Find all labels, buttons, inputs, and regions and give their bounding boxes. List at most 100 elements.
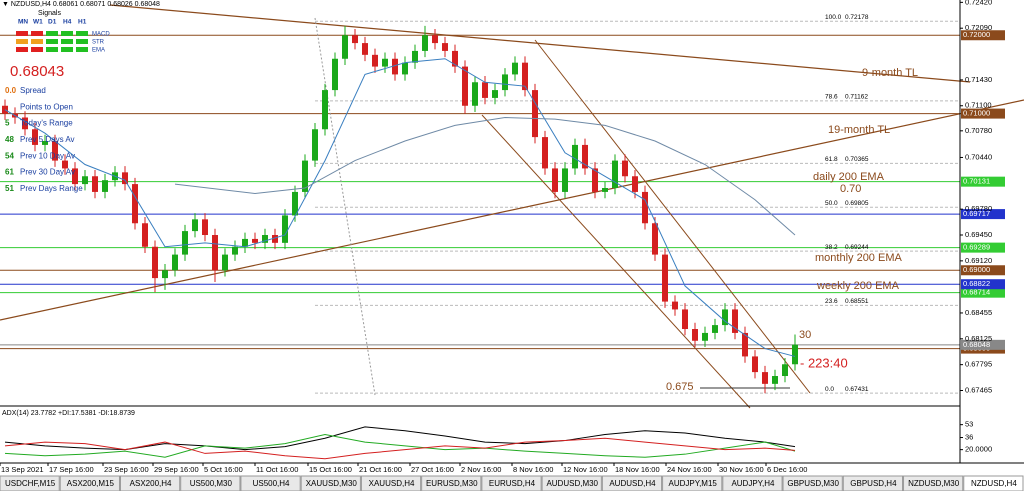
candle-body: [742, 332, 748, 357]
level-label: 0.69000: [963, 265, 990, 274]
candle-body: [322, 90, 328, 130]
signal-box: [31, 47, 43, 52]
level-label: 0.70131: [963, 177, 990, 186]
tab[interactable]: [842, 475, 904, 491]
tab[interactable]: [360, 475, 422, 491]
tab-label[interactable]: EURUSD,M30: [426, 479, 478, 488]
stat-label: Spread: [20, 86, 46, 95]
y-tick-label: 0.68455: [965, 308, 992, 317]
stat-value: 0.0: [5, 86, 17, 95]
level-box: [961, 279, 1005, 290]
levels-layer: [0, 20, 960, 394]
y-tick-label: 0.71100: [965, 101, 992, 110]
level-label: 0.72000: [963, 30, 990, 39]
tab-label[interactable]: XAUUSD,M30: [306, 479, 358, 488]
tab[interactable]: [601, 475, 663, 491]
indicator-tick-label: 20.0000: [965, 445, 992, 454]
tab-label[interactable]: AUDJPY,H4: [731, 479, 775, 488]
tab[interactable]: [421, 475, 482, 491]
signal-box: [31, 39, 43, 44]
candle-body: [412, 50, 418, 63]
tab-label[interactable]: EURUSD,H4: [489, 479, 536, 488]
candle-body: [202, 219, 208, 236]
candle-body: [422, 35, 428, 51]
level-box: [961, 287, 1005, 298]
signal-box: [76, 47, 88, 52]
tab[interactable]: [59, 475, 120, 491]
tab-label[interactable]: AUDUSD,H4: [609, 479, 656, 488]
tab-label[interactable]: GBPUSD,H4: [850, 479, 897, 488]
candle-body: [682, 309, 688, 330]
x-tick-label: 23 Sep 16:00: [104, 465, 149, 474]
candle-body: [532, 90, 538, 138]
stat-label: Prev Days Range: [20, 184, 83, 193]
timeframe: D1: [48, 19, 57, 26]
stat-value: 48: [5, 135, 14, 144]
candle-body: [782, 364, 788, 377]
level-box: [961, 265, 1005, 276]
signal-name: STR: [92, 40, 105, 46]
moving-average: [174, 117, 796, 236]
tab[interactable]: [722, 475, 783, 491]
tab-label[interactable]: USDCHF,M15: [5, 479, 56, 488]
channel-line: [481, 114, 751, 409]
y-tick-label: 0.69450: [965, 230, 992, 239]
candle-body: [752, 356, 758, 373]
trendlines: [0, 4, 1024, 409]
tab[interactable]: [541, 475, 602, 491]
y-tick-label: 0.71430: [965, 75, 992, 84]
annotation: 19-month TL: [828, 124, 890, 136]
moving-average: [4, 58, 796, 357]
fib-ratio: 61.8: [825, 156, 838, 163]
tab[interactable]: [300, 475, 361, 491]
signal-name: MACD: [92, 32, 110, 38]
tab-label[interactable]: AUDUSD,M30: [546, 479, 598, 488]
annotation: 30: [799, 329, 811, 341]
tab-label[interactable]: US500,H4: [253, 479, 290, 488]
tab[interactable]: [782, 475, 843, 491]
tab-label[interactable]: NZDUSD,H4: [971, 479, 1017, 488]
x-tick-label: 21 Oct 16:00: [359, 465, 402, 474]
candle-body: [142, 223, 148, 247]
tab[interactable]: [180, 475, 241, 491]
candle-body: [32, 129, 38, 145]
candle-body: [302, 160, 308, 192]
signal-box: [61, 39, 73, 44]
annotations: 9-month TL 19-month TL daily 200 EMA 0.7…: [666, 67, 918, 393]
tab-label[interactable]: GBPUSD,M30: [787, 479, 839, 488]
tab[interactable]: [662, 475, 723, 491]
y-tick-label: 0.67795: [965, 360, 992, 369]
tab-label[interactable]: NZDUSD,M30: [908, 479, 960, 488]
tab[interactable]: [963, 475, 1024, 491]
candle-body: [362, 43, 368, 55]
tab[interactable]: [903, 475, 964, 491]
fib-label: 0.69244: [845, 244, 869, 251]
candle-body: [652, 223, 658, 255]
tab[interactable]: [481, 475, 542, 491]
tab[interactable]: [0, 475, 60, 491]
tab-label[interactable]: ASX200,M15: [67, 479, 115, 488]
candle-body: [482, 82, 488, 98]
fib-label: 0.69805: [845, 200, 869, 207]
candle-body: [432, 35, 438, 44]
candle-body: [772, 376, 778, 384]
tab-label[interactable]: AUDJPY,M15: [669, 479, 718, 488]
candle-body: [22, 117, 28, 130]
candle-body: [442, 43, 448, 51]
fib-ratio: 78.6: [825, 94, 838, 101]
tab-label[interactable]: XAUUSD,H4: [369, 479, 415, 488]
tab[interactable]: [119, 475, 181, 491]
candle-body: [222, 254, 228, 271]
signal-name: EMA: [92, 48, 105, 54]
candle-body: [152, 246, 158, 279]
tab-label[interactable]: ASX200,H4: [130, 479, 172, 488]
candle-body: [552, 168, 558, 192]
tab-label[interactable]: US500,M30: [190, 479, 233, 488]
y-tick-label: 0.68125: [965, 334, 992, 343]
signal-box: [46, 47, 58, 52]
candle-body: [122, 172, 128, 185]
candle-body: [582, 144, 588, 169]
timeframe: MN: [18, 19, 28, 26]
tab[interactable]: [240, 475, 301, 491]
